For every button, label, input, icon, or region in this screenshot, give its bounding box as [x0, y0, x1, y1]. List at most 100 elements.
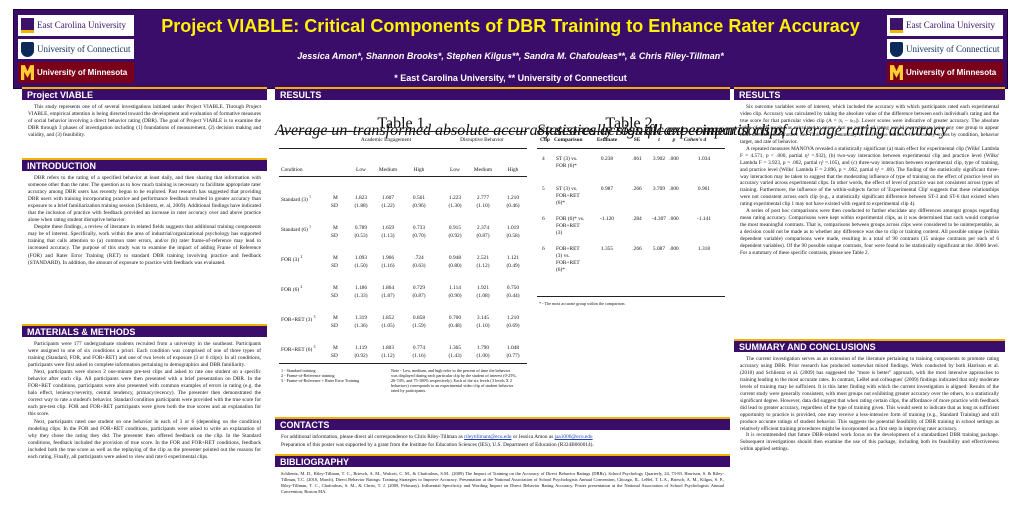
table1-col-header: High [507, 167, 519, 173]
uconn-logo: University of Connecticut [887, 38, 1003, 60]
table1-sd-cell: (0.92) [354, 353, 368, 359]
table2-estimate-cell: 0.238 [600, 156, 614, 162]
table1-sd-cell: (1.50) [354, 263, 368, 269]
table1-mean-cell: 0.733 [412, 225, 426, 231]
table1-sd-label: SD [331, 293, 338, 299]
table1-sd-cell: (0.69) [506, 323, 520, 329]
table1-sd-cell: (1.30) [448, 203, 462, 209]
summary-heading: SUMMARY AND CONCLUSIONS [734, 339, 1005, 352]
table1-sd-cell: (1.13) [381, 233, 395, 239]
title-banner: East Carolina University University of C… [13, 9, 1008, 89]
table1-sd-cell: (1.16) [412, 353, 426, 359]
table2-comparison-cell: ST (3) vs. [556, 186, 578, 192]
uconn-logo: University of Connecticut [18, 38, 134, 60]
table1-sd-label: SD [331, 263, 338, 269]
table1-sd-cell: (0.63) [412, 263, 426, 269]
table2-comparison-cell: (3) [556, 230, 563, 236]
poster-title: Project VIABLE: Critical Components of D… [161, 16, 860, 36]
bibliography-text: Schlientz, M. D., Riley-Tillman, T. C., … [281, 471, 724, 494]
table1-sd-cell: (0.70) [412, 233, 426, 239]
table2-estimate-cell: 1.355 [600, 246, 614, 252]
umn-logo: University of Minnesota [18, 62, 134, 84]
table1-condition-sup: 3 [313, 315, 316, 319]
contacts-text: For additional information, please direc… [281, 434, 594, 448]
table1-note: Note - Low, medium, and high refer to th… [391, 368, 517, 393]
table2-estimate-cell: -1.120 [600, 216, 614, 222]
table1-mean-cell: 0.750 [506, 285, 520, 291]
table2-caption: Table 2. [605, 115, 657, 132]
table1-mean-cell: 1.659 [381, 225, 395, 231]
table2-col-header: SE [633, 137, 641, 143]
table-rule [279, 363, 527, 364]
table2-p-cell: .000 [669, 246, 679, 252]
results-heading-center: RESULTS [275, 87, 730, 100]
table1-sd-cell: (0.90) [448, 293, 462, 299]
table2-col-header: Cohen's d [683, 137, 707, 143]
table2-t-cell: 3.902 [652, 156, 666, 162]
table1-mean-cell: 2.777 [476, 195, 490, 201]
table2-p-cell: .000 [669, 156, 679, 162]
table1-mean-cell: 1.864 [381, 285, 395, 291]
table1-condition-sup: 2 [300, 285, 303, 289]
table1-mean-cell: 2.374 [476, 225, 490, 231]
table2-col-header: t [658, 137, 660, 143]
table1-sd-cell: (0.87) [412, 293, 426, 299]
uconn-logo-icon [890, 41, 903, 57]
table1-m-label: M [333, 345, 338, 351]
table1-condition-label: FOR (3) 2 [281, 255, 303, 263]
table1-footnote: 3 - Frame-of-Reference + Rater Error Tra… [281, 378, 360, 383]
table2-comparison-cell: FOR+RET [556, 260, 580, 266]
table1-sd-label: SD [331, 323, 338, 329]
table2-p-cell: .000 [669, 186, 679, 192]
results-text: Six outcome variables were of interest, … [740, 104, 999, 257]
table1-m-label: M [333, 285, 338, 291]
table1-caption: Table 1. [377, 115, 429, 132]
table2-d-cell: 1.034 [697, 156, 711, 162]
table1-mean-cell: 1.093 [354, 255, 368, 261]
table2-p-cell: .000 [669, 216, 679, 222]
table2-comparison-cell: FOR+RET [556, 223, 580, 229]
table1-col-header: High [413, 167, 425, 173]
poster-authors: Jessica Amon*, Shannon Brooks*, Stephen … [297, 51, 724, 61]
table1-mean-cell: 0.774 [412, 345, 426, 351]
table1-condition-label: Standard (6) 1 [281, 225, 311, 233]
table1-sd-cell: (1.87) [381, 293, 395, 299]
table-rule [537, 296, 725, 297]
table1-sd-cell: (1.88) [354, 203, 368, 209]
table1-mean-cell: 1.365 [448, 345, 462, 351]
ecu-logo: East Carolina University [18, 15, 134, 36]
table1-condition-sup: 1 [309, 195, 311, 199]
table2-comparison-cell: ST (3) vs. [556, 156, 578, 162]
table2-comparison-cell: (3) vs. [556, 253, 570, 259]
table1-mean-cell: 1.048 [506, 345, 520, 351]
table1-m-label: M [333, 315, 338, 321]
table1-sd-cell: (1.12) [381, 353, 395, 359]
methods-heading: MATERIALS & METHODS [22, 324, 267, 337]
results-tables: Table 1. Average un-transformed absolute … [275, 100, 948, 417]
table1-mean-cell: 1.790 [476, 345, 490, 351]
table1-mean-cell: 1.119 [355, 345, 367, 351]
ecu-logo: East Carolina University [887, 15, 1003, 36]
table1-sd-cell: (1.59) [412, 323, 426, 329]
table1-mean-cell: 2.521 [476, 255, 490, 261]
table1-mean-cell: 0.700 [448, 315, 462, 321]
table1-mean-cell: 1.607 [381, 195, 395, 201]
table1-footnote: 1 - Standard training [281, 368, 316, 373]
table1-mean-cell: 0.789 [354, 225, 368, 231]
table1-sd-cell: (0.80) [448, 263, 462, 269]
table-rule [279, 176, 527, 177]
table1-col-header: Medium [473, 167, 493, 173]
email-link-riley-tillman[interactable]: rileytillmant@ecu.edu [464, 434, 512, 440]
methods-text: Participants were 177 undergraduate stud… [28, 341, 261, 460]
umn-logo-icon [890, 65, 903, 81]
email-link-amon[interactable]: jaa1006@ecu.edu [554, 434, 593, 440]
table2-comparison-cell: FOR+RET [556, 193, 580, 199]
table2-comparison-cell: FOR (6)* vs. [556, 216, 585, 222]
table1-group-academic: Academic Engagement [360, 137, 412, 143]
table2-comparison-cell: (6)* [556, 200, 565, 206]
table1-mean-cell: 1.803 [381, 345, 395, 351]
table1-condition-label: Standard (3) 1 [281, 195, 311, 203]
table1-sd-cell: (0.77) [506, 353, 520, 359]
table1-sd-cell: (0.48) [448, 323, 462, 329]
table1-mean-cell: 1.210 [506, 195, 520, 201]
